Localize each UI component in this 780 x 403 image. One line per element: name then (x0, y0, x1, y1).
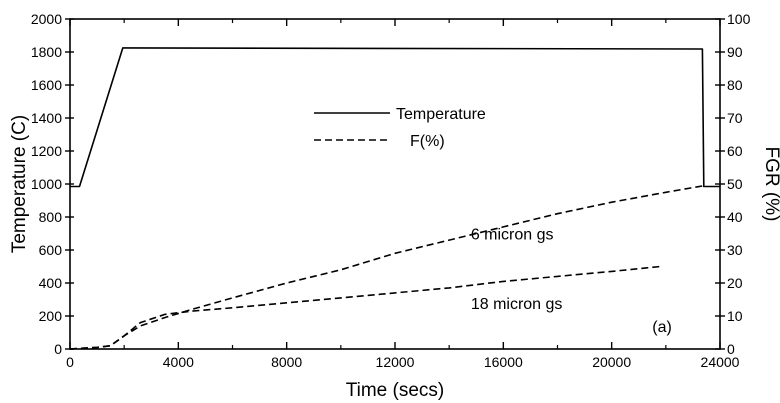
x-axis: 0 4000 8000 12000 16000 20000 24000 (66, 19, 740, 370)
annotation-panel-label: (a) (652, 319, 672, 336)
annotation-6-micron: 6 micron gs (471, 227, 554, 244)
legend: Temperature F(%) (314, 106, 486, 150)
y-left-tick-label: 1000 (31, 176, 62, 192)
y-right-tick-label: 40 (727, 209, 743, 225)
series-temperature (70, 47, 720, 188)
y-right-tick-label: 70 (727, 110, 743, 126)
y-axis-left-title: Temperature (C) (9, 115, 30, 253)
x-tick-label: 12000 (376, 354, 415, 370)
y-right-tick-label: 90 (727, 44, 743, 60)
y-axis-right-title: FGR (%) (761, 147, 780, 222)
y-right-tick-label: 100 (727, 11, 751, 27)
x-tick-label: 16000 (484, 354, 523, 370)
series-fgr-18-micron (69, 265, 661, 350)
series-fgr-6-micron (69, 184, 704, 350)
y-left-tick-label: 2000 (31, 11, 62, 27)
y-right-tick-label: 60 (727, 143, 743, 159)
x-tick-label: 20000 (592, 354, 631, 370)
x-tick-label: 4000 (163, 354, 194, 370)
x-tick-label: 0 (66, 354, 74, 370)
y-right-tick-label: 80 (727, 77, 743, 93)
x-tick-label: 8000 (271, 354, 302, 370)
y-axis-left: 0 200 400 600 800 1000 1200 1400 1600 1800 2000 (31, 11, 74, 357)
legend-label-temperature: Temperature (396, 106, 486, 123)
y-axis-right: 0 10 20 30 40 50 60 70 80 90 100 (715, 11, 751, 357)
y-right-tick-label: 20 (727, 275, 743, 291)
y-left-tick-label: 600 (39, 242, 63, 258)
legend-label-fgr: F(%) (410, 133, 445, 150)
series-layer (69, 47, 720, 350)
x-tick-label: 24000 (701, 354, 740, 370)
y-left-tick-label: 0 (54, 341, 62, 357)
plot-frame (69, 18, 721, 350)
y-left-tick-label: 400 (39, 275, 63, 291)
y-left-tick-label: 1600 (31, 77, 62, 93)
y-left-tick-label: 800 (39, 209, 63, 225)
y-left-tick-label: 1200 (31, 143, 62, 159)
y-left-tick-label: 1400 (31, 110, 62, 126)
y-right-tick-label: 30 (727, 242, 743, 258)
x-axis-title: Time (secs) (346, 380, 445, 401)
y-right-tick-label: 50 (727, 176, 743, 192)
plot-border (69, 18, 721, 350)
y-left-tick-label: 1800 (31, 44, 62, 60)
annotation-18-micron: 18 micron gs (471, 296, 563, 313)
y-right-tick-label: 0 (727, 341, 735, 357)
y-left-tick-label: 200 (39, 308, 63, 324)
y-right-tick-label: 10 (727, 308, 743, 324)
